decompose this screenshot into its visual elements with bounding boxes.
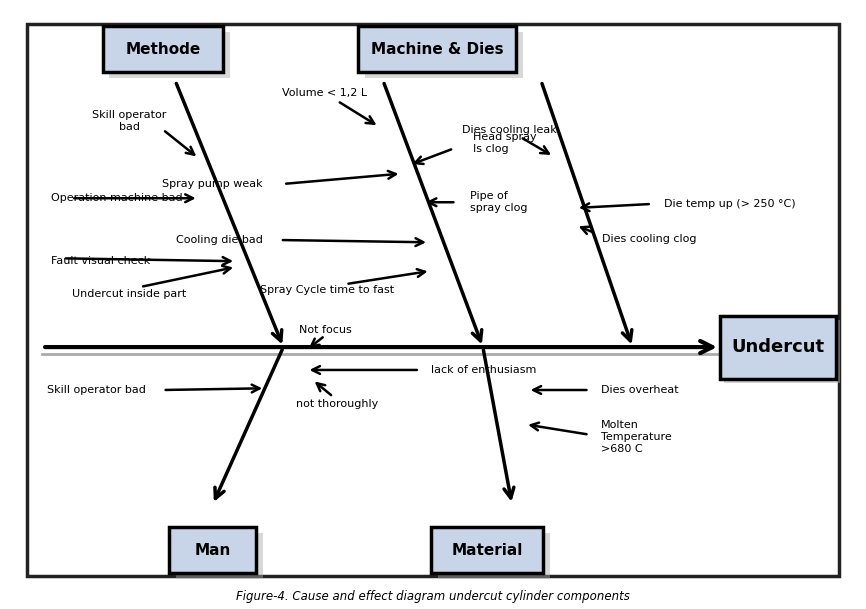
Text: Head spray
Is clog: Head spray Is clog — [473, 132, 537, 153]
Text: Dies cooling leak: Dies cooling leak — [462, 124, 557, 135]
FancyBboxPatch shape — [28, 24, 838, 576]
FancyBboxPatch shape — [176, 533, 263, 579]
Text: Methode: Methode — [126, 42, 200, 57]
Text: not thoroughly: not thoroughly — [296, 399, 378, 409]
FancyBboxPatch shape — [724, 320, 840, 383]
Text: Undercut inside part: Undercut inside part — [73, 289, 187, 300]
Text: Figure-4. Cause and effect diagram undercut cylinder components: Figure-4. Cause and effect diagram under… — [236, 590, 630, 602]
Text: Cooling die bad: Cooling die bad — [176, 235, 262, 245]
Text: Spray Cycle time to fast: Spray Cycle time to fast — [260, 285, 394, 295]
FancyBboxPatch shape — [365, 32, 523, 78]
FancyBboxPatch shape — [431, 527, 543, 573]
Text: Die temp up (> 250 °C): Die temp up (> 250 °C) — [664, 199, 796, 209]
FancyBboxPatch shape — [359, 27, 516, 72]
FancyBboxPatch shape — [437, 533, 550, 579]
Text: Skill operator
bad: Skill operator bad — [93, 110, 167, 132]
Text: Operation machine bad: Operation machine bad — [50, 193, 182, 203]
FancyBboxPatch shape — [109, 32, 229, 78]
FancyBboxPatch shape — [102, 27, 223, 72]
Text: Dies cooling clog: Dies cooling clog — [602, 234, 696, 244]
Text: Volume < 1,2 L: Volume < 1,2 L — [282, 88, 367, 99]
Text: Molten
Temperature
>680 C: Molten Temperature >680 C — [601, 420, 672, 454]
Text: Fault visual check: Fault visual check — [50, 256, 150, 266]
Text: lack of enthusiasm: lack of enthusiasm — [431, 365, 537, 375]
Text: Skill operator bad: Skill operator bad — [48, 385, 146, 395]
Text: Dies overheat: Dies overheat — [601, 385, 679, 395]
Text: Machine & Dies: Machine & Dies — [371, 42, 503, 57]
Text: Spray pump weak: Spray pump weak — [162, 179, 262, 189]
FancyBboxPatch shape — [169, 527, 256, 573]
Text: Not focus: Not focus — [299, 325, 352, 335]
Text: Pipe of
spray clog: Pipe of spray clog — [470, 191, 528, 213]
FancyBboxPatch shape — [720, 315, 837, 379]
Text: Material: Material — [451, 543, 523, 558]
Text: Undercut: Undercut — [732, 338, 824, 356]
Text: Man: Man — [195, 543, 231, 558]
